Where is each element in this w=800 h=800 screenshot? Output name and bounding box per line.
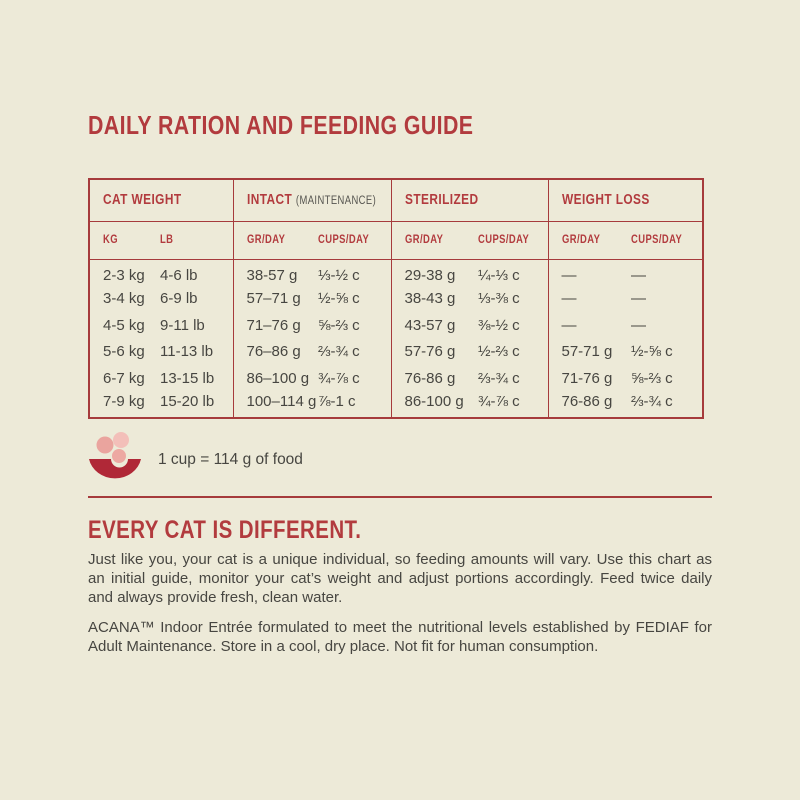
table-cell: ½-⅝ c (318, 290, 360, 308)
page-title-text: DAILY RATION AND FEEDING GUIDE (88, 110, 474, 140)
section-heading: EVERY CAT IS DIFFERENT. (88, 518, 712, 543)
col-group-intact: INTACT (MAINTENANCE) (232, 179, 391, 222)
group-label: STERILIZED (404, 192, 478, 209)
subcol-kg: KG (89, 221, 147, 260)
table-cell: 15-20 lb (160, 392, 215, 410)
feeding-advice-paragraph: Just like you, your cat is a unique indi… (88, 551, 712, 606)
food-bowl-icon (89, 432, 141, 479)
table-cell: 57–71 g (232, 285, 305, 312)
table-cell: ⅔-¾ c (631, 392, 673, 410)
table-cell: ⅓-½ c (318, 267, 360, 284)
table-cell: ⅔-¾ c (478, 369, 520, 387)
feeding-table-head: CAT WEIGHT INTACT (MAINTENANCE) STERILIZ… (89, 179, 703, 260)
table-cell: — (631, 316, 646, 334)
group-header-row: CAT WEIGHT INTACT (MAINTENANCE) STERILIZ… (89, 179, 703, 222)
content-column: DAILY RATION AND FEEDING GUIDE CAT WEIGH… (88, 0, 712, 656)
cup-equivalence-row: 1 cup = 114 g of food (88, 431, 712, 489)
table-cell: — (631, 267, 646, 284)
table-cell: 2-3 kg (103, 267, 145, 284)
feeding-table-body: 2-3 kg 4-6 lb 38-57 g ⅓-½ c 29-38 g ¼-⅓ … (89, 259, 703, 418)
table-cell: — (631, 290, 646, 308)
table-cell: 6-7 kg (103, 369, 145, 387)
table-cell: — (547, 259, 618, 286)
table-cell: ⅓-⅜ c (478, 290, 520, 308)
table-cell: 29-38 g (390, 259, 465, 286)
table-cell: 9-11 lb (160, 316, 205, 334)
sub-header-row: KG LB GR/DAY CUPS/DAY GR/DAY CUPS/DAY GR… (89, 221, 703, 260)
table-cell: 76–86 g (232, 338, 305, 365)
table-row: 6-7 kg 13-15 lb 86–100 g ¾-⅞ c 76-86 g ⅔… (89, 365, 703, 392)
group-label: WEIGHT LOSS (561, 192, 650, 209)
table-cell: 76-86 g (390, 365, 465, 392)
table-cell: ½-⅔ c (478, 343, 520, 361)
table-cell: ¼-⅓ c (478, 267, 520, 284)
table-row: 4-5 kg 9-11 lb 71–76 g ⅝-⅔ c 43-57 g ⅜-½… (89, 312, 703, 339)
table-cell: 100–114 g (232, 391, 316, 418)
table-cell: 38-57 g (232, 259, 305, 286)
table-cell: 76-86 g (547, 391, 618, 418)
group-label: INTACT (246, 192, 292, 209)
subcol-sterilized-cups: CUPS/DAY (465, 221, 548, 260)
table-cell: 11-13 lb (160, 343, 214, 361)
subcol-intact-gr: GR/DAY (232, 221, 305, 260)
table-cell: ¾-⅞ c (478, 392, 520, 410)
table-cell: 5-6 kg (103, 343, 145, 361)
table-cell: ⅝-⅔ c (318, 316, 360, 334)
table-row: 3-4 kg 6-9 lb 57–71 g ½-⅝ c 38-43 g ⅓-⅜ … (89, 285, 703, 312)
subcol-lb: LB (147, 221, 233, 260)
table-cell: 38-43 g (390, 285, 465, 312)
table-cell: 43-57 g (390, 312, 465, 339)
table-cell: 7-9 kg (103, 392, 145, 410)
table-row: 5-6 kg 11-13 lb 76–86 g ⅔-¾ c 57-76 g ½-… (89, 338, 703, 365)
table-cell: 71–76 g (232, 312, 305, 339)
table-cell: ⅝-⅔ c (631, 369, 673, 387)
table-cell: 3-4 kg (103, 290, 145, 308)
feeding-table: CAT WEIGHT INTACT (MAINTENANCE) STERILIZ… (88, 178, 704, 419)
table-cell: 71-76 g (547, 365, 618, 392)
table-cell: 4-6 lb (160, 267, 198, 284)
table-row: 2-3 kg 4-6 lb 38-57 g ⅓-½ c 29-38 g ¼-⅓ … (89, 259, 703, 286)
table-cell: 4-5 kg (103, 316, 145, 334)
col-group-cat-weight: CAT WEIGHT (89, 179, 233, 222)
table-cell: 86-100 g (390, 391, 465, 418)
storage-note-paragraph: ACANA™ Indoor Entrée formulated to meet … (88, 619, 712, 655)
table-cell: 6-9 lb (160, 290, 198, 308)
col-group-sterilized: STERILIZED (390, 179, 548, 222)
section-divider (88, 496, 712, 498)
col-group-weight-loss: WEIGHT LOSS (547, 179, 703, 222)
subcol-sterilized-gr: GR/DAY (390, 221, 465, 260)
table-cell: — (547, 312, 618, 339)
table-cell: ⅞-1 c (318, 392, 356, 410)
section-heading-text: EVERY CAT IS DIFFERENT. (88, 516, 362, 544)
table-cell: 86–100 g (232, 365, 309, 392)
table-cell: — (547, 285, 618, 312)
group-note: (MAINTENANCE) (295, 195, 376, 208)
table-cell: 57-76 g (390, 338, 465, 365)
page-title: DAILY RATION AND FEEDING GUIDE (88, 0, 712, 138)
subcol-weight-loss-gr: GR/DAY (547, 221, 618, 260)
subcol-intact-cups: CUPS/DAY (305, 221, 391, 260)
table-row: 7-9 kg 15-20 lb 100–114 g ⅞-1 c 86-100 g… (89, 391, 703, 418)
table-cell: ⅔-¾ c (318, 343, 360, 361)
table-cell: ⅜-½ c (478, 316, 520, 334)
table-cell: ¾-⅞ c (318, 369, 360, 387)
group-label: CAT WEIGHT (103, 192, 182, 209)
subcol-weight-loss-cups: CUPS/DAY (618, 221, 703, 260)
table-cell: 13-15 lb (160, 369, 215, 387)
cup-equivalence-note: 1 cup = 114 g of food (158, 451, 303, 468)
table-cell: 57-71 g (547, 338, 618, 365)
table-cell: ½-⅝ c (631, 343, 673, 361)
